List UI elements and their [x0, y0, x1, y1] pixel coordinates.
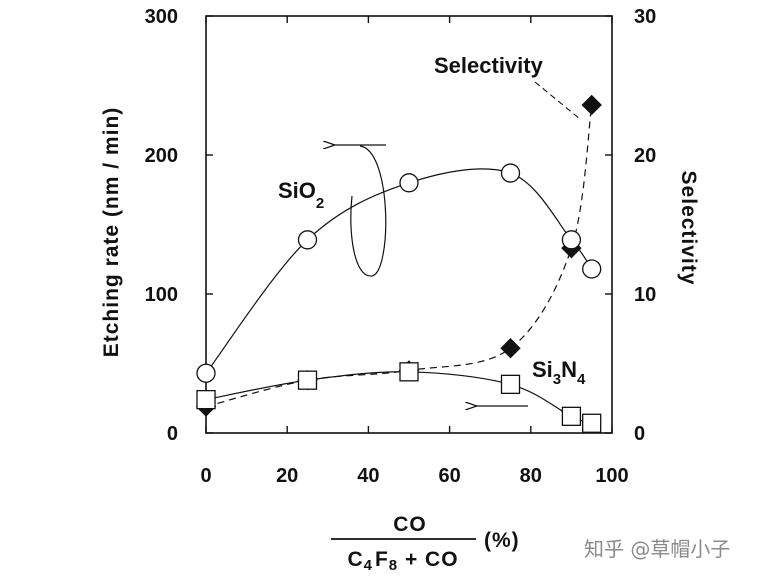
y-tick-label: 200	[145, 145, 178, 167]
y2-tick-label: 30	[634, 6, 656, 28]
x-tick-label: 0	[200, 465, 211, 487]
si3n4-point	[582, 413, 602, 433]
si3n4-point	[297, 370, 318, 390]
y2-tick-label: 20	[634, 145, 656, 167]
data-markers	[195, 94, 602, 433]
x-tick-label: 40	[357, 465, 379, 487]
sio2-point	[399, 173, 419, 193]
si3n4-point	[399, 362, 419, 382]
x-tick-label: 100	[595, 465, 628, 487]
si3n4-point	[500, 374, 521, 395]
y-axis-title: Etching rate (nm / min)	[100, 107, 123, 358]
si3n4-label: Si3N4	[532, 357, 586, 388]
sio2-label: SiO2	[278, 178, 324, 212]
sio2-point	[297, 230, 318, 250]
x-label-numerator: CO	[393, 513, 427, 536]
sio2-point	[196, 363, 216, 383]
sio2-curl	[350, 145, 387, 277]
selectivity-point	[581, 94, 602, 116]
y2-axis-title: Selectivity	[677, 171, 700, 286]
sio2-curve	[205, 168, 593, 374]
x-axis-title: CO C4F8 + CO (%)	[331, 513, 520, 574]
y2-tick-label: 0	[634, 423, 645, 445]
axis-tick-labels: 0 20 40 60 80 100 0 100 200 300 0 10 20 30	[145, 6, 657, 487]
y2-tick-label: 10	[634, 284, 656, 306]
x-tick-label: 60	[438, 465, 460, 487]
x-tick-label: 80	[520, 465, 542, 487]
x-label-unit: (%)	[484, 529, 520, 552]
selectivity-label: Selectivity	[434, 53, 544, 78]
watermark: 知乎 @草帽小子	[584, 537, 730, 561]
plot-frame	[205, 15, 613, 434]
y-tick-label: 0	[167, 423, 178, 445]
sio2-point	[500, 163, 521, 183]
x-tick-label: 20	[276, 465, 298, 487]
x-label-denominator: C4F8 + CO	[347, 548, 458, 574]
si3n4-point	[561, 406, 582, 426]
sio2-point	[561, 230, 582, 250]
si3n4-point	[196, 389, 216, 410]
y-tick-label: 300	[145, 6, 178, 28]
y-tick-label: 100	[145, 284, 178, 306]
axis-ticks	[205, 15, 613, 434]
selectivity-point	[500, 338, 521, 359]
sio2-point	[582, 259, 602, 279]
selectivity-leader	[534, 81, 581, 120]
